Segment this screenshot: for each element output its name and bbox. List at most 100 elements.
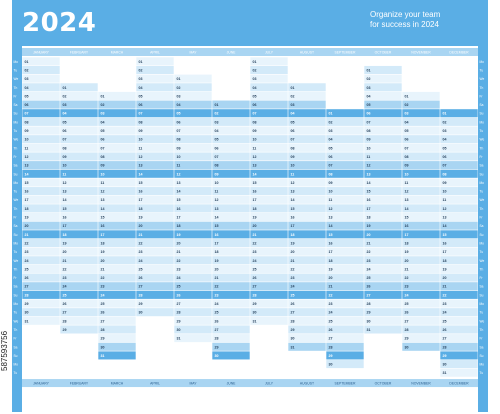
day-cell[interactable] [326,74,364,83]
day-cell[interactable] [250,161,288,170]
day-cell[interactable] [402,169,440,178]
day-cell[interactable] [22,135,60,144]
day-cell[interactable] [22,221,60,230]
day-cell[interactable] [288,135,326,144]
day-cell[interactable] [98,342,136,351]
day-cell[interactable] [212,368,250,377]
day-cell[interactable] [326,187,364,196]
day-cell[interactable] [402,221,440,230]
day-cell[interactable] [440,351,478,360]
day-cell[interactable] [364,126,402,135]
day-cell[interactable] [440,195,478,204]
day-cell[interactable] [174,282,212,291]
day-cell[interactable] [364,342,402,351]
day-cell[interactable] [288,334,326,343]
day-cell[interactable] [440,65,478,74]
day-cell[interactable] [22,230,60,239]
day-cell[interactable] [98,143,136,152]
day-cell[interactable] [212,290,250,299]
day-cell[interactable] [22,187,60,196]
day-cell[interactable] [98,65,136,74]
day-cell[interactable] [212,256,250,265]
day-cell[interactable] [402,187,440,196]
day-cell[interactable] [364,351,402,360]
day-cell[interactable] [174,308,212,317]
day-cell[interactable] [364,187,402,196]
day-cell[interactable] [174,187,212,196]
day-cell[interactable] [136,126,174,135]
day-cell[interactable] [174,178,212,187]
day-cell[interactable] [250,195,288,204]
day-cell[interactable] [250,213,288,222]
day-cell[interactable] [136,316,174,325]
day-cell[interactable] [136,299,174,308]
day-cell[interactable] [22,117,60,126]
day-cell[interactable] [136,256,174,265]
day-cell[interactable] [288,109,326,118]
day-cell[interactable] [212,213,250,222]
day-cell[interactable] [174,100,212,109]
day-cell[interactable] [288,316,326,325]
day-cell[interactable] [364,143,402,152]
day-cell[interactable] [212,91,250,100]
day-cell[interactable] [174,256,212,265]
day-cell[interactable] [402,299,440,308]
day-cell[interactable] [402,213,440,222]
day-cell[interactable] [22,126,60,135]
day-cell[interactable] [288,65,326,74]
day-cell[interactable] [364,57,402,66]
day-cell[interactable] [98,213,136,222]
day-cell[interactable] [364,273,402,282]
day-cell[interactable] [326,238,364,247]
day-cell[interactable] [136,169,174,178]
day-cell[interactable] [250,325,288,334]
day-cell[interactable] [212,316,250,325]
day-cell[interactable] [326,83,364,92]
day-cell[interactable] [98,273,136,282]
day-cell[interactable] [288,325,326,334]
day-cell[interactable] [364,213,402,222]
day-cell[interactable] [402,273,440,282]
day-cell[interactable] [174,143,212,152]
day-cell[interactable] [212,74,250,83]
day-cell[interactable] [250,65,288,74]
day-cell[interactable] [212,143,250,152]
day-cell[interactable] [402,152,440,161]
day-cell[interactable] [22,213,60,222]
day-cell[interactable] [326,195,364,204]
day-cell[interactable] [364,299,402,308]
day-cell[interactable] [288,273,326,282]
day-cell[interactable] [326,135,364,144]
day-cell[interactable] [136,195,174,204]
day-cell[interactable] [22,195,60,204]
day-cell[interactable] [364,152,402,161]
day-cell[interactable] [60,178,98,187]
day-cell[interactable] [364,74,402,83]
day-cell[interactable] [402,316,440,325]
day-cell[interactable] [250,238,288,247]
day-cell[interactable] [364,109,402,118]
day-cell[interactable] [402,117,440,126]
day-cell[interactable] [402,57,440,66]
day-cell[interactable] [212,109,250,118]
day-cell[interactable] [136,204,174,213]
day-cell[interactable] [364,221,402,230]
day-cell[interactable] [22,57,60,66]
day-cell[interactable] [250,135,288,144]
day-cell[interactable] [174,273,212,282]
day-cell[interactable] [250,109,288,118]
day-cell[interactable] [174,351,212,360]
day-cell[interactable] [440,143,478,152]
day-cell[interactable] [136,152,174,161]
day-cell[interactable] [136,334,174,343]
day-cell[interactable] [136,213,174,222]
day-cell[interactable] [288,204,326,213]
day-cell[interactable] [60,143,98,152]
day-cell[interactable] [364,325,402,334]
day-cell[interactable] [22,351,60,360]
day-cell[interactable] [440,238,478,247]
day-cell[interactable] [364,169,402,178]
day-cell[interactable] [440,308,478,317]
day-cell[interactable] [212,135,250,144]
day-cell[interactable] [288,282,326,291]
